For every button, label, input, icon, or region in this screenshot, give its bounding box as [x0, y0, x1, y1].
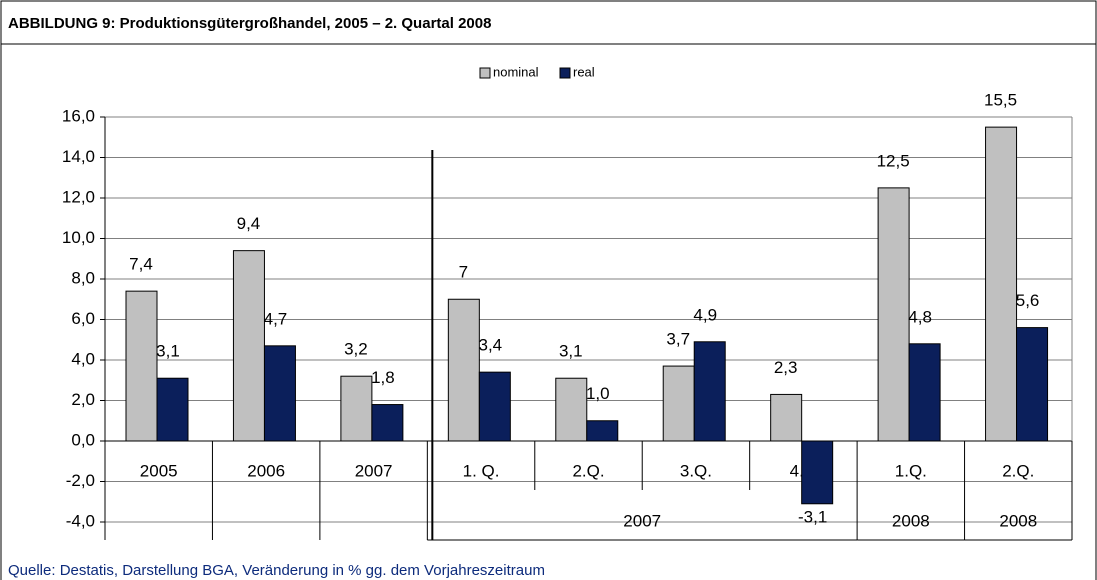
bar [770, 393, 803, 442]
bar [801, 440, 834, 505]
legend-label: real [573, 64, 595, 79]
x-tick-label: 2005 [140, 461, 178, 480]
group-label: 2008 [892, 511, 930, 530]
value-label: 3,4 [479, 336, 503, 355]
value-label: 4,9 [693, 305, 717, 324]
value-label: 3,2 [344, 340, 368, 359]
value-label: 3,1 [559, 342, 583, 361]
value-label: 2,3 [774, 358, 798, 377]
bar [1016, 327, 1049, 442]
y-tick-label: 8,0 [71, 268, 95, 287]
x-tick-label: 1. Q. [463, 461, 500, 480]
bar [908, 343, 941, 442]
bar [586, 420, 619, 442]
legend-swatch [559, 67, 571, 79]
x-tick-label: 3.Q. [680, 461, 712, 480]
value-label: 9,4 [237, 214, 261, 233]
value-label: 12,5 [877, 151, 910, 170]
chart-title: ABBILDUNG 9: Produktionsgütergroßhandel,… [8, 15, 491, 32]
value-label: 7,4 [129, 255, 153, 274]
value-label: -3,1 [798, 507, 827, 526]
legend-label: nominal [493, 64, 539, 79]
y-tick-label: -4,0 [66, 511, 95, 530]
x-tick-label: 2.Q. [1002, 461, 1034, 480]
bar [877, 187, 910, 442]
y-tick-label: 10,0 [62, 228, 95, 247]
value-label: 1,8 [371, 368, 395, 387]
value-label: 7 [459, 263, 468, 282]
bar [156, 377, 189, 442]
value-label: 5,6 [1016, 291, 1040, 310]
bar [125, 290, 158, 442]
value-label: 1,0 [586, 384, 610, 403]
y-tick-label: 6,0 [71, 309, 95, 328]
bar [555, 377, 588, 442]
value-label: 3,7 [666, 330, 690, 349]
bar [232, 250, 265, 442]
value-label: 3,1 [156, 342, 180, 361]
bar [693, 341, 726, 442]
bar [662, 365, 695, 442]
bar [263, 345, 296, 442]
x-tick-label: 2.Q. [572, 461, 604, 480]
y-tick-label: 0,0 [71, 430, 95, 449]
x-tick-label: 1.Q. [895, 461, 927, 480]
value-label: 4,8 [908, 307, 932, 326]
value-label: 4,7 [264, 309, 288, 328]
legend-swatch [479, 67, 491, 79]
footnote: Quelle: Destatis, Darstellung BGA, Verän… [8, 562, 545, 579]
y-tick-label: 2,0 [71, 390, 95, 409]
group-label: 2008 [999, 511, 1037, 530]
bar [371, 404, 404, 442]
y-tick-label: 16,0 [62, 106, 95, 125]
bar [340, 375, 373, 442]
y-tick-label: 4,0 [71, 349, 95, 368]
y-tick-label: -2,0 [66, 471, 95, 490]
value-label: 15,5 [984, 91, 1017, 110]
bar [447, 298, 480, 442]
y-tick-label: 14,0 [62, 147, 95, 166]
bar [985, 126, 1018, 442]
bar [478, 371, 511, 442]
group-label: 2007 [623, 511, 661, 530]
x-tick-label: 2007 [355, 461, 393, 480]
x-tick-label: 2006 [247, 461, 285, 480]
y-tick-label: 12,0 [62, 187, 95, 206]
